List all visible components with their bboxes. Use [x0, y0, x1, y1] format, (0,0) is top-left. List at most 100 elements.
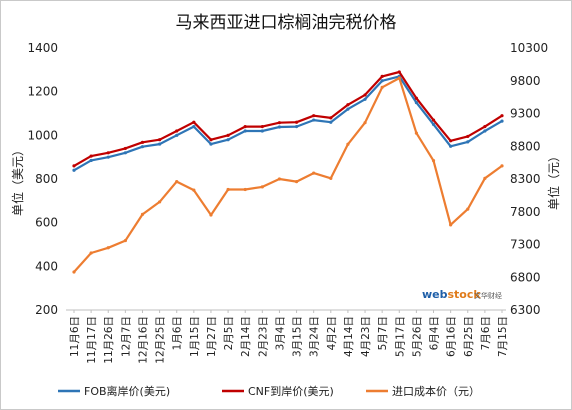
y-tick-left: 1200	[27, 85, 58, 99]
data-point	[363, 121, 367, 125]
x-tick-label: 3月4日	[274, 316, 286, 350]
series-line	[72, 76, 504, 274]
axis-labels: 单位（美元） 单位（元）	[10, 144, 561, 216]
x-tick-label: 11月6日	[69, 316, 81, 357]
x-tick-label: 5月7日	[377, 316, 389, 350]
x-tick-label: 4月14日	[343, 316, 355, 357]
legend-label: FOB离岸价(美元)	[84, 384, 170, 398]
data-point	[397, 70, 401, 74]
x-tick-label: 6月16日	[446, 316, 458, 357]
data-point	[380, 79, 384, 83]
x-ticks: 11月6日 11月17日 11月26日 12月7日 12月16日 12月25日 1月6日 1月…	[69, 310, 509, 364]
data-point	[329, 176, 333, 180]
x-tick-label: 5月17日	[394, 316, 406, 357]
y-tick-left: 1400	[27, 41, 58, 55]
data-point	[226, 133, 230, 137]
data-point	[158, 200, 162, 204]
data-point	[312, 114, 316, 118]
data-point	[414, 96, 418, 100]
data-point	[363, 97, 367, 101]
data-point	[312, 171, 316, 175]
y-tick-right: 6800	[510, 270, 541, 284]
data-point	[89, 154, 93, 158]
data-point	[483, 129, 487, 133]
data-point	[260, 185, 264, 189]
watermark-logo: webstock 文华财经	[422, 288, 502, 301]
data-point	[209, 142, 213, 146]
watermark-web: web	[422, 288, 448, 301]
data-point	[260, 129, 264, 133]
x-tick-label: 3月24日	[309, 316, 321, 357]
data-point	[346, 107, 350, 111]
y-tick-left: 200	[35, 303, 58, 317]
data-point	[449, 139, 453, 143]
data-point	[72, 164, 76, 168]
data-point	[106, 155, 110, 159]
data-point	[277, 125, 282, 129]
series-line	[72, 75, 504, 172]
data-point	[175, 129, 179, 133]
series-line	[72, 70, 504, 167]
data-point	[466, 134, 470, 139]
data-point	[123, 146, 127, 151]
x-tick-label: 6月25日	[463, 316, 475, 357]
y-tick-left: 400	[35, 259, 58, 273]
y-tick-right: 9800	[510, 74, 541, 88]
data-point	[192, 120, 196, 124]
y-axis-label-left: 单位（美元）	[10, 144, 25, 216]
data-point	[363, 93, 367, 97]
y-tick-left: 1000	[27, 128, 58, 142]
x-tick-label: 5月26日	[411, 316, 423, 357]
y-tick-right: 8800	[510, 139, 541, 153]
x-tick-label: 11月17日	[86, 316, 98, 364]
series-lines	[72, 70, 504, 274]
y-ticks-right: 6300 6800 7300 7800 8300 8800 9300 9800 10300	[510, 41, 548, 317]
data-point	[209, 138, 213, 142]
x-tick-label: 7月6日	[480, 316, 492, 350]
data-point	[414, 100, 418, 105]
data-point	[431, 118, 436, 122]
data-point	[243, 129, 247, 133]
data-point	[277, 121, 282, 125]
x-tick-label: 1月6日	[172, 316, 184, 350]
x-tick-label: 1月27日	[206, 316, 218, 357]
data-point	[72, 270, 76, 274]
data-point	[449, 144, 453, 148]
data-point	[192, 125, 196, 129]
x-tick-label: 2月23日	[257, 316, 269, 357]
data-point	[500, 119, 504, 123]
legend-label: CNF到岸价(美元)	[248, 385, 334, 398]
data-point	[106, 246, 110, 250]
data-point	[466, 207, 470, 211]
y-tick-right: 7300	[510, 238, 541, 252]
y-tick-right: 7800	[510, 205, 541, 219]
data-point	[414, 131, 418, 135]
data-point	[123, 238, 127, 243]
data-point	[192, 188, 196, 192]
data-point	[380, 74, 384, 78]
data-point	[449, 223, 453, 227]
y-tick-left: 600	[35, 216, 58, 230]
data-point	[500, 114, 504, 118]
data-point	[243, 187, 247, 192]
y-tick-left: 800	[35, 172, 58, 186]
data-point	[89, 158, 93, 163]
y-tick-right: 10300	[510, 41, 548, 55]
data-point	[209, 213, 213, 217]
y-tick-right: 6300	[510, 303, 541, 317]
x-tick-label: 4月2日	[326, 316, 338, 350]
x-tick-label: 11月26日	[103, 316, 115, 364]
data-point	[243, 125, 247, 129]
data-point	[277, 177, 282, 181]
data-point	[140, 212, 145, 216]
x-tick-label: 3月15日	[292, 316, 304, 357]
data-point	[140, 145, 145, 149]
data-point	[158, 138, 162, 142]
data-point	[175, 133, 179, 137]
x-tick-label: 2月5日	[223, 316, 235, 350]
data-point	[226, 187, 230, 192]
data-point	[294, 125, 299, 129]
data-point	[346, 142, 350, 146]
